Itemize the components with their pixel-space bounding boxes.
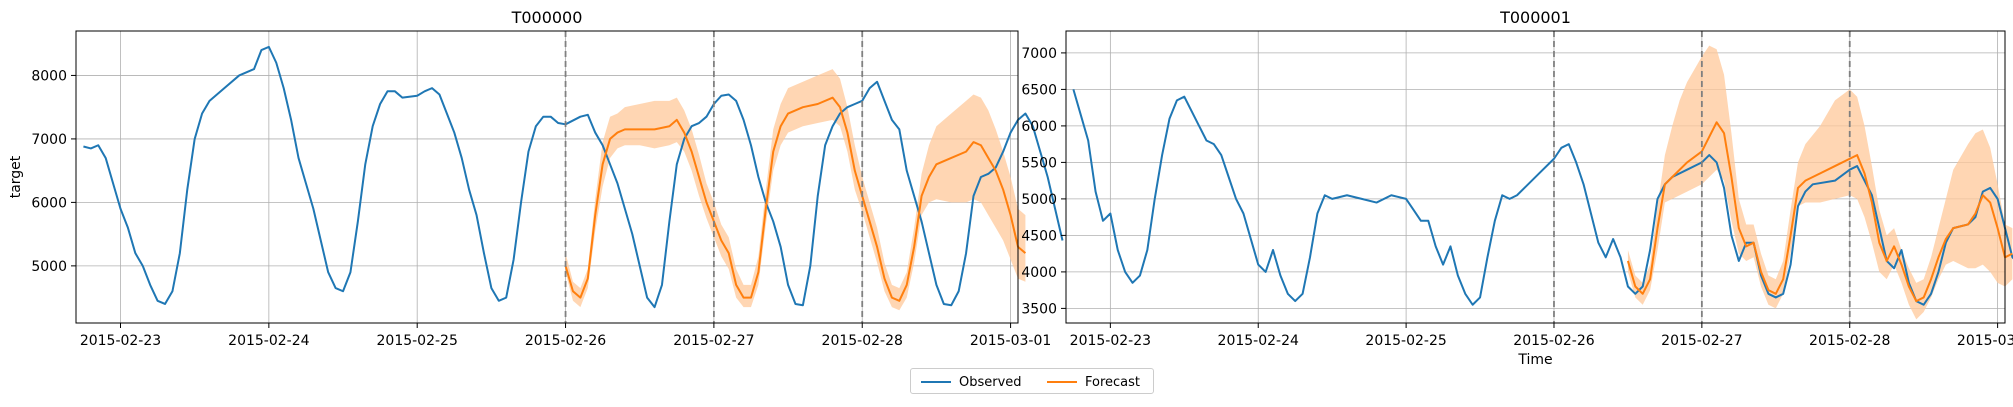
- series-observed-line: [83, 45, 1064, 309]
- chart-title: T000001: [1499, 8, 1571, 27]
- x-tick-label: 2015-02-27: [673, 333, 754, 349]
- y-tick-label: 7000: [31, 132, 67, 148]
- x-tick-label: 2015-02-28: [822, 333, 903, 349]
- series-forecast-line: [1626, 121, 2013, 303]
- x-tick-label: 2015-02-24: [1218, 333, 1299, 349]
- legend-label-observed: Observed: [959, 374, 1022, 390]
- y-tick-label: 5500: [1021, 155, 1057, 171]
- panel-1: 2015-02-23 2015-02-24 2015-02-25 2015-02-26…: [1021, 8, 2013, 368]
- chart-title: T000000: [511, 8, 583, 27]
- plot-frame: [75, 30, 1019, 324]
- y-tick-label: 6000: [31, 195, 67, 211]
- x-tick-label: 2015-02-23: [1070, 333, 1151, 349]
- legend-item-forecast: Forecast: [1047, 373, 1140, 391]
- x-tick-label: 2015-03-01: [1957, 333, 2013, 349]
- forecast-band: [565, 69, 1026, 311]
- legend-swatch-observed: [921, 381, 951, 383]
- x-tick-label: 2015-02-23: [80, 333, 161, 349]
- legend-item-observed: Observed: [921, 373, 1022, 391]
- x-tick-label: 2015-03-01: [970, 333, 1051, 349]
- x-tick-label: 2015-02-25: [1365, 333, 1446, 349]
- panel-0: 2015-02-23 2015-02-24 2015-02-25 2015-02-26…: [8, 8, 1064, 349]
- y-tick-label: 4000: [1021, 265, 1057, 281]
- y-tick-label: 6500: [1021, 82, 1057, 98]
- y-tick-label: 7000: [1021, 46, 1057, 62]
- y-tick-label: 5000: [1021, 192, 1057, 208]
- series-forecast-line: [564, 96, 1027, 302]
- series-observed-line: [1072, 89, 2013, 306]
- y-tick-label: 4500: [1021, 228, 1057, 244]
- plot-frame: [1065, 30, 2006, 324]
- legend: Observed Forecast: [910, 368, 1154, 394]
- y-tick-label: 6000: [1021, 119, 1057, 135]
- legend-label-forecast: Forecast: [1085, 374, 1141, 390]
- x-tick-label: 2015-02-28: [1809, 333, 1890, 349]
- x-tick-label: 2015-02-27: [1661, 333, 1742, 349]
- x-tick-label: 2015-02-24: [228, 333, 309, 349]
- x-tick-label: 2015-02-26: [525, 333, 606, 349]
- y-axis-label: target: [8, 155, 24, 198]
- y-tick-label: 5000: [31, 259, 67, 275]
- x-tick-label: 2015-02-25: [377, 333, 458, 349]
- y-tick-label: 8000: [31, 68, 67, 84]
- legend-swatch-forecast: [1047, 381, 1077, 383]
- x-tick-label: 2015-02-26: [1513, 333, 1594, 349]
- y-tick-label: 3500: [1021, 301, 1057, 317]
- x-axis-label: Time: [1517, 352, 1552, 368]
